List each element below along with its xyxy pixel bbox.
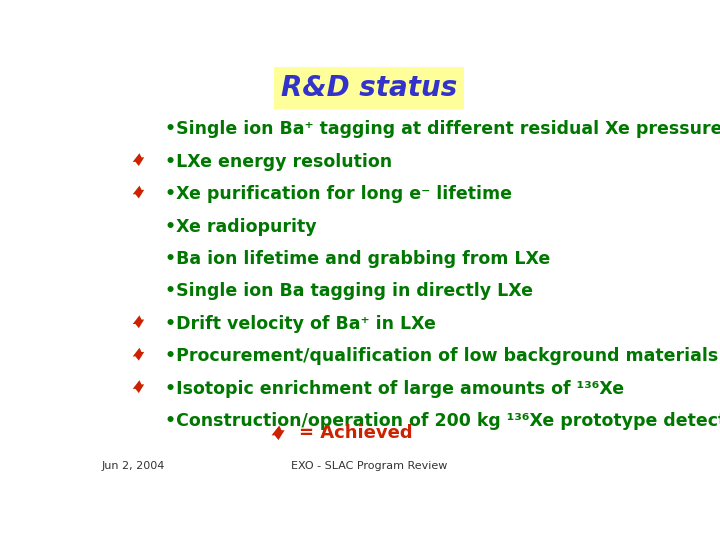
Polygon shape — [132, 186, 144, 198]
Text: •Construction/operation of 200 kg ¹³⁶Xe prototype detector: •Construction/operation of 200 kg ¹³⁶Xe … — [166, 412, 720, 430]
Polygon shape — [132, 153, 144, 166]
Text: •Ba ion lifetime and grabbing from LXe: •Ba ion lifetime and grabbing from LXe — [166, 250, 551, 268]
Text: •Xe purification for long e⁻ lifetime: •Xe purification for long e⁻ lifetime — [166, 185, 513, 203]
Text: •Single ion Ba⁺ tagging at different residual Xe pressures: •Single ion Ba⁺ tagging at different res… — [166, 120, 720, 138]
Polygon shape — [132, 315, 144, 328]
Text: •Drift velocity of Ba⁺ in LXe: •Drift velocity of Ba⁺ in LXe — [166, 315, 436, 333]
Text: •Single ion Ba tagging in directly LXe: •Single ion Ba tagging in directly LXe — [166, 282, 534, 300]
Polygon shape — [132, 348, 144, 361]
Text: EXO - SLAC Program Review: EXO - SLAC Program Review — [291, 462, 447, 471]
Text: •LXe energy resolution: •LXe energy resolution — [166, 153, 392, 171]
Text: •Procurement/qualification of low background materials: •Procurement/qualification of low backgr… — [166, 347, 719, 365]
Text: = Achieved: = Achieved — [300, 424, 413, 442]
Polygon shape — [271, 426, 284, 440]
Polygon shape — [132, 380, 144, 393]
Text: R&D status: R&D status — [281, 73, 457, 102]
Text: •Isotopic enrichment of large amounts of ¹³⁶Xe: •Isotopic enrichment of large amounts of… — [166, 380, 624, 397]
Text: •Xe radiopurity: •Xe radiopurity — [166, 218, 317, 235]
Text: Jun 2, 2004: Jun 2, 2004 — [101, 462, 165, 471]
